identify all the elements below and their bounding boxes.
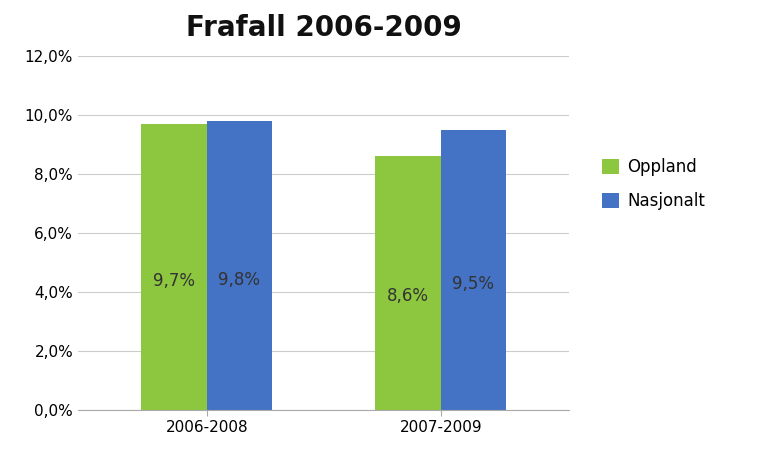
Title: Frafall 2006-2009: Frafall 2006-2009 xyxy=(186,14,462,42)
Text: 9,5%: 9,5% xyxy=(452,275,495,293)
Legend: Oppland, Nasjonalt: Oppland, Nasjonalt xyxy=(597,153,711,215)
Text: 8,6%: 8,6% xyxy=(387,287,429,305)
Bar xyxy=(141,124,207,410)
Text: 9,8%: 9,8% xyxy=(218,271,261,289)
Text: 9,7%: 9,7% xyxy=(153,272,195,290)
Bar xyxy=(375,156,441,410)
Bar xyxy=(441,130,506,410)
Bar xyxy=(207,121,272,410)
